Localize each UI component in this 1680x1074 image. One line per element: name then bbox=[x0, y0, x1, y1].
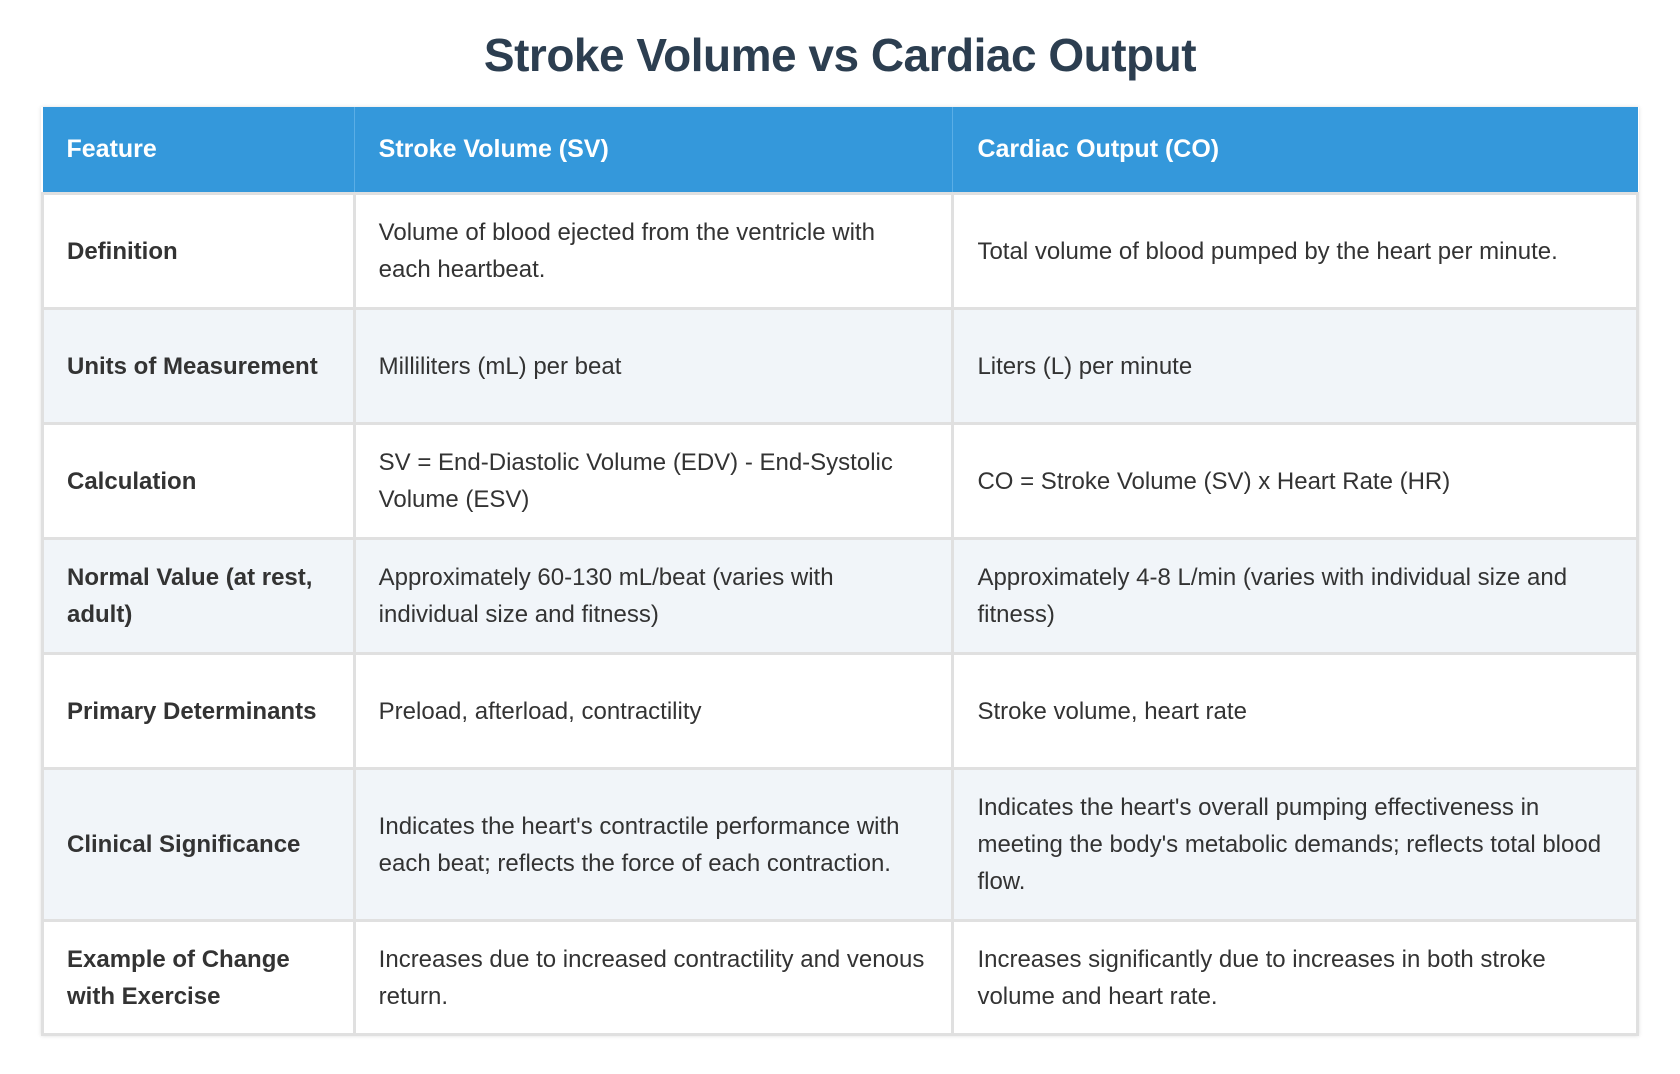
sv-cell: Indicates the heart's contractile perfor… bbox=[352, 767, 955, 922]
co-cell: CO = Stroke Volume (SV) x Heart Rate (HR… bbox=[951, 422, 1639, 540]
sv-cell: Volume of blood ejected from the ventric… bbox=[352, 192, 955, 310]
table-header-row: Feature Stroke Volume (SV) Cardiac Outpu… bbox=[42, 107, 1638, 194]
comparison-table: Feature Stroke Volume (SV) Cardiac Outpu… bbox=[41, 107, 1639, 1036]
table-row: Clinical Significance Indicates the hear… bbox=[41, 767, 1639, 922]
header-feature: Feature bbox=[42, 107, 355, 194]
sv-cell: Milliliters (mL) per beat bbox=[352, 307, 955, 425]
header-stroke-volume: Stroke Volume (SV) bbox=[354, 107, 954, 194]
feature-cell: Units of Measurement bbox=[41, 307, 356, 425]
sv-cell: Approximately 60-130 mL/beat (varies wit… bbox=[352, 537, 955, 655]
sv-cell: SV = End-Diastolic Volume (EDV) - End-Sy… bbox=[352, 422, 955, 540]
co-cell: Increases significantly due to increases… bbox=[951, 919, 1639, 1036]
feature-cell: Example of Change with Exercise bbox=[41, 919, 356, 1036]
table-row: Calculation SV = End-Diastolic Volume (E… bbox=[41, 422, 1639, 540]
feature-cell: Clinical Significance bbox=[41, 767, 356, 922]
sv-cell: Preload, afterload, contractility bbox=[352, 652, 955, 770]
co-cell: Approximately 4-8 L/min (varies with ind… bbox=[951, 537, 1639, 655]
page-title: Stroke Volume vs Cardiac Output bbox=[483, 29, 1197, 81]
feature-cell: Calculation bbox=[41, 422, 356, 540]
table-row: Units of Measurement Milliliters (mL) pe… bbox=[41, 307, 1639, 425]
feature-cell: Normal Value (at rest, adult) bbox=[41, 537, 356, 655]
feature-cell: Primary Determinants bbox=[41, 652, 356, 770]
table-row: Primary Determinants Preload, afterload,… bbox=[41, 652, 1639, 770]
co-cell: Liters (L) per minute bbox=[951, 307, 1639, 425]
header-cardiac-output: Cardiac Output (CO) bbox=[952, 107, 1638, 194]
co-cell: Indicates the heart's overall pumping ef… bbox=[951, 767, 1639, 922]
sv-cell: Increases due to increased contractility… bbox=[352, 919, 955, 1036]
table-row: Example of Change with Exercise Increase… bbox=[41, 919, 1639, 1036]
table-row: Definition Volume of blood ejected from … bbox=[41, 192, 1639, 310]
co-cell: Total volume of blood pumped by the hear… bbox=[951, 192, 1639, 310]
feature-cell: Definition bbox=[41, 192, 356, 310]
co-cell: Stroke volume, heart rate bbox=[951, 652, 1639, 770]
table-row: Normal Value (at rest, adult) Approximat… bbox=[41, 537, 1639, 655]
